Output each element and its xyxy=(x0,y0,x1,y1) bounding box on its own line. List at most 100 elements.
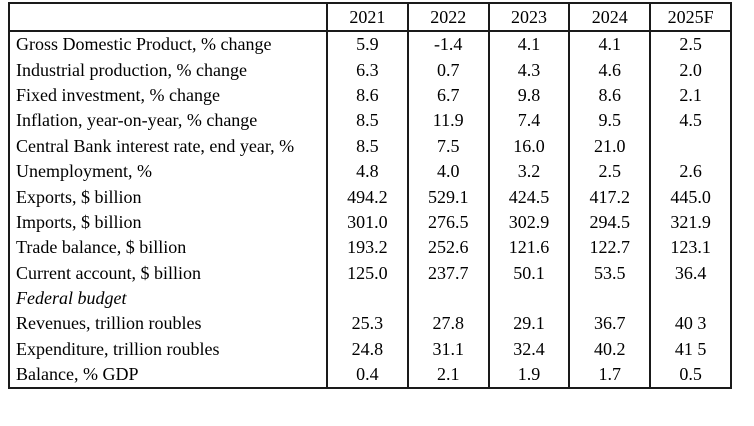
table-cell xyxy=(406,285,490,312)
table-cell xyxy=(568,285,652,312)
table-cell: 40 3 xyxy=(649,311,732,337)
table-cell: 4.8 xyxy=(326,158,409,185)
table-cell: 4.1 xyxy=(568,31,652,58)
table-row: Gross Domestic Product, % change 5.9 -1.4 4… xyxy=(8,31,732,58)
table-cell: 9.8 xyxy=(487,82,571,109)
table-cell: 16.0 xyxy=(487,133,571,159)
table-cell xyxy=(649,285,732,312)
table-row: Balance, % GDP 0.4 2.1 1.9 1.7 0.5 xyxy=(8,362,732,389)
table-cell: 0.7 xyxy=(406,57,490,83)
table-cell: 252.6 xyxy=(406,235,490,261)
table-cell xyxy=(649,133,732,159)
row-label: Gross Domestic Product, % change xyxy=(8,31,328,58)
table-cell: 445.0 xyxy=(649,184,732,210)
table-body: Gross Domestic Product, % change 5.9 -1.4 4… xyxy=(8,31,732,389)
table-cell: 122.7 xyxy=(568,235,652,261)
table-cell: 123.1 xyxy=(649,235,732,261)
table-cell: 7.4 xyxy=(487,108,571,134)
table-cell: 6.3 xyxy=(326,57,409,83)
row-label: Current account, $ billion xyxy=(8,260,328,286)
table-cell xyxy=(487,285,571,312)
header-row: 2021 2022 2023 2024 2025F xyxy=(8,2,732,32)
column-header-2023: 2023 xyxy=(487,2,571,32)
table-cell: 125.0 xyxy=(326,260,409,286)
table-cell: 25.3 xyxy=(326,311,409,337)
table-cell: 301.0 xyxy=(326,209,409,236)
table-row: Current account, $ billion 125.0 237.7 50.1… xyxy=(8,260,732,286)
table-cell: -1.4 xyxy=(406,31,490,58)
row-label: Central Bank interest rate, end year, % xyxy=(8,133,328,159)
row-label: Trade balance, $ billion xyxy=(8,235,328,261)
table-cell: 2.1 xyxy=(649,82,732,109)
table-cell: 0.4 xyxy=(326,362,409,389)
table-cell: 27.8 xyxy=(406,311,490,337)
table-cell: 11.9 xyxy=(406,108,490,134)
table-cell: 8.5 xyxy=(326,108,409,134)
table-row: Inflation, year-on-year, % change 8.5 11.9… xyxy=(8,108,732,134)
table-cell: 8.5 xyxy=(326,133,409,159)
table-cell: 6.7 xyxy=(406,82,490,109)
table-cell: 5.9 xyxy=(326,31,409,58)
table-cell: 2.6 xyxy=(649,158,732,185)
table-cell: 21.0 xyxy=(568,133,652,159)
table-cell: 36.7 xyxy=(568,311,652,337)
row-label: Revenues, trillion roubles xyxy=(8,311,328,337)
table-header: 2021 2022 2023 2024 2025F xyxy=(8,2,732,32)
table-cell: 50.1 xyxy=(487,260,571,286)
table-cell: 31.1 xyxy=(406,336,490,363)
table-row: Imports, $ billion 301.0 276.5 302.9 294.5 32… xyxy=(8,209,732,236)
table-cell: 4.3 xyxy=(487,57,571,83)
table-cell xyxy=(326,285,409,312)
table-cell: 2.5 xyxy=(649,31,732,58)
table-cell: 121.6 xyxy=(487,235,571,261)
table-row: Fixed investment, % change 8.6 6.7 9.8 8.6 2.… xyxy=(8,82,732,109)
table-row: Exports, $ billion 494.2 529.1 424.5 417.2 44… xyxy=(8,184,732,210)
corner-cell xyxy=(8,2,328,32)
column-header-2021: 2021 xyxy=(326,2,409,32)
table-cell: 9.5 xyxy=(568,108,652,134)
table-row: Central Bank interest rate, end year, % 8… xyxy=(8,133,732,159)
table-cell: 417.2 xyxy=(568,184,652,210)
row-label: Inflation, year-on-year, % change xyxy=(8,108,328,134)
table-cell: 529.1 xyxy=(406,184,490,210)
column-header-2025F: 2025F xyxy=(649,2,732,32)
table-row: Revenues, trillion roubles 25.3 27.8 29.1 36… xyxy=(8,311,732,337)
row-label: Fixed investment, % change xyxy=(8,82,328,109)
table-cell: 4.5 xyxy=(649,108,732,134)
table-cell: 237.7 xyxy=(406,260,490,286)
row-label: Industrial production, % change xyxy=(8,57,328,83)
table-cell: 2.5 xyxy=(568,158,652,185)
table-cell: 36.4 xyxy=(649,260,732,286)
row-label: Federal budget xyxy=(8,285,328,312)
table-cell: 302.9 xyxy=(487,209,571,236)
table-cell: 294.5 xyxy=(568,209,652,236)
row-label: Unemployment, % xyxy=(8,158,328,185)
table-cell: 4.1 xyxy=(487,31,571,58)
table-cell: 29.1 xyxy=(487,311,571,337)
table-row: Expenditure, trillion roubles 24.8 31.1 32.… xyxy=(8,336,732,363)
table-cell: 3.2 xyxy=(487,158,571,185)
table-cell: 4.6 xyxy=(568,57,652,83)
table-cell: 41 5 xyxy=(649,336,732,363)
table-cell: 53.5 xyxy=(568,260,652,286)
table-cell: 32.4 xyxy=(487,336,571,363)
table-cell: 4.0 xyxy=(406,158,490,185)
table-cell: 7.5 xyxy=(406,133,490,159)
table-cell: 0.5 xyxy=(649,362,732,389)
table-cell: 1.7 xyxy=(568,362,652,389)
table-cell: 193.2 xyxy=(326,235,409,261)
table-cell: 24.8 xyxy=(326,336,409,363)
table-cell: 2.1 xyxy=(406,362,490,389)
row-label: Exports, $ billion xyxy=(8,184,328,210)
table-cell: 40.2 xyxy=(568,336,652,363)
table-cell: 276.5 xyxy=(406,209,490,236)
row-label: Imports, $ billion xyxy=(8,209,328,236)
table-row: Trade balance, $ billion 193.2 252.6 121.6 1… xyxy=(8,235,732,261)
table-cell: 321.9 xyxy=(649,209,732,236)
table-cell: 8.6 xyxy=(568,82,652,109)
row-label: Expenditure, trillion roubles xyxy=(8,336,328,363)
table-cell: 494.2 xyxy=(326,184,409,210)
column-header-2022: 2022 xyxy=(406,2,490,32)
table-cell: 2.0 xyxy=(649,57,732,83)
